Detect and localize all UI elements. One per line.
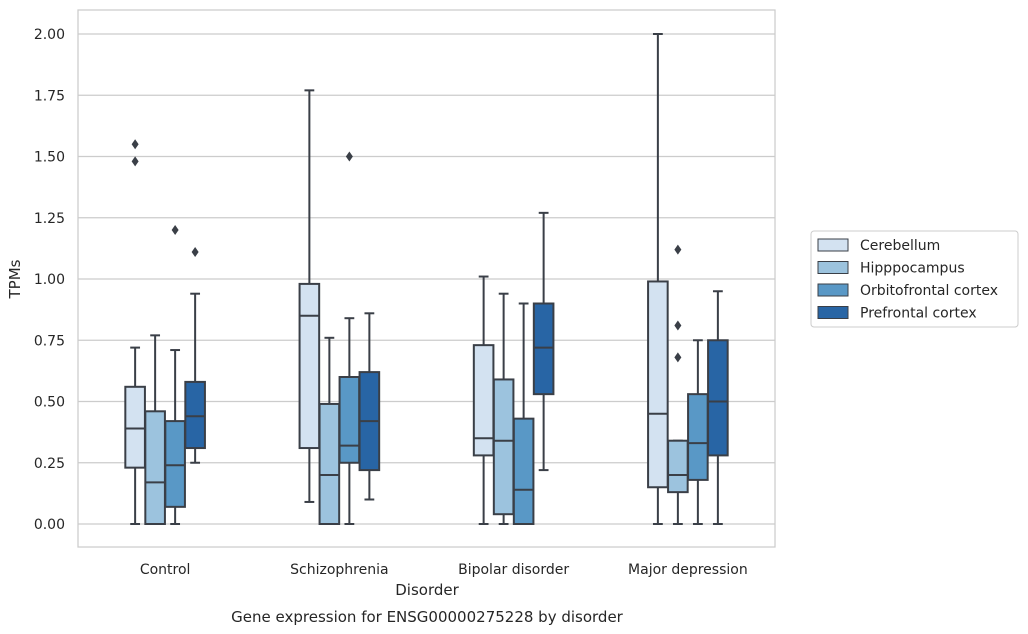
y-tick-label: 0.25 — [34, 456, 65, 472]
iqr-box — [492, 378, 515, 516]
legend-swatch — [817, 261, 849, 274]
y-tick-label: 2.00 — [34, 27, 65, 43]
box-prefrontal-cortex — [707, 290, 729, 525]
iqr-box — [647, 280, 669, 489]
iqr-box — [298, 282, 321, 450]
box-cerebellum — [124, 139, 146, 525]
iqr-box — [144, 410, 166, 525]
box-orbitofrontal-cortex — [512, 302, 535, 525]
y-tick-label: 1.75 — [34, 88, 65, 104]
iqr-box — [318, 402, 341, 526]
y-tick-labels: 0.00 0.25 0.50 0.75 1.00 1.25 1.50 1.75 2.00 — [34, 27, 65, 533]
outlier-point — [191, 247, 199, 258]
legend-swatch — [817, 283, 849, 297]
iqr-box — [687, 393, 709, 481]
legend-swatch — [817, 238, 849, 252]
iqr-box — [124, 385, 146, 469]
iqr-box — [512, 417, 535, 525]
outlier-point — [674, 244, 682, 255]
iqr-box — [532, 302, 555, 396]
chart-caption: Gene expression for ENSG00000275228 by d… — [231, 608, 624, 626]
y-tick-label: 0.75 — [34, 333, 65, 349]
iqr-box — [184, 380, 206, 450]
iqr-box — [338, 376, 361, 464]
legend-swatch — [817, 306, 849, 319]
box-prefrontal-cortex — [358, 312, 381, 501]
box-hipppocampus — [667, 244, 689, 525]
outlier-point — [674, 320, 682, 331]
box-prefrontal-cortex — [184, 247, 206, 464]
outlier-point — [674, 352, 682, 363]
legend-label: Orbitofrontal cortex — [860, 283, 998, 299]
box-hipppocampus — [144, 334, 166, 525]
outlier-point — [131, 156, 139, 167]
box-cerebellum — [647, 33, 669, 525]
outlier-point — [345, 151, 353, 162]
outlier-point — [131, 139, 139, 150]
x-tick-label: Control — [140, 562, 191, 578]
outlier-point — [171, 225, 179, 235]
x-tick-labels: Control Schizophrenia Bipolar disorder Majo… — [140, 562, 748, 578]
y-tick-label: 0.00 — [34, 517, 65, 533]
boxes-layer — [124, 33, 729, 526]
legend-frame — [810, 230, 1019, 328]
legend-label: Prefrontal cortex — [860, 306, 977, 322]
y-tick-label: 1.00 — [34, 272, 65, 288]
y-axis-title: TPMs — [6, 259, 24, 299]
x-tick-label: Major depression — [628, 562, 748, 578]
legend: Cerebellum Hipppocampus Orbitofrontal cort… — [810, 230, 1019, 328]
y-tick-label: 1.50 — [34, 150, 65, 166]
box-cerebellum — [298, 89, 321, 503]
x-tick-label: Schizophrenia — [290, 562, 388, 578]
box-hipppocampus — [318, 336, 341, 526]
legend-label: Hipppocampus — [860, 261, 965, 277]
x-axis-title: Disorder — [395, 581, 459, 599]
box-prefrontal-cortex — [532, 211, 555, 472]
x-tick-label: Bipolar disorder — [458, 562, 569, 578]
legend-label: Cerebellum — [860, 238, 940, 254]
iqr-box — [707, 339, 729, 457]
iqr-box — [164, 420, 186, 508]
y-tick-label: 1.25 — [34, 211, 65, 227]
box-orbitofrontal-cortex — [164, 225, 186, 525]
y-tick-label: 0.50 — [34, 395, 65, 411]
iqr-box — [667, 439, 689, 494]
